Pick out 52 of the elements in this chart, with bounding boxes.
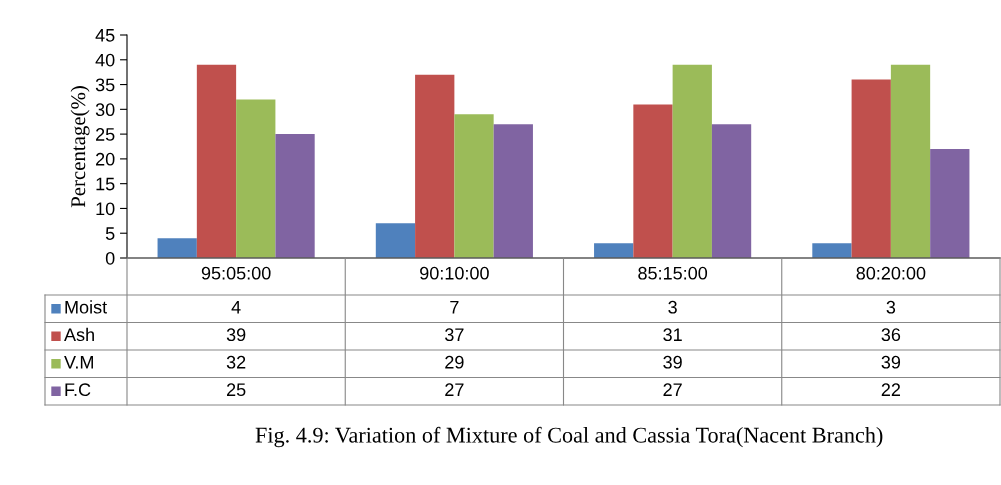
x-tick-label: 85:15:00: [638, 266, 708, 280]
bar: [851, 79, 891, 258]
bar: [711, 124, 752, 258]
bar: [236, 99, 276, 258]
data-label: 37: [445, 328, 464, 342]
y-axis-title: Percentage(%): [70, 86, 90, 208]
bar: [196, 64, 237, 258]
legend-label: Moist: [65, 300, 107, 314]
data-label: 25: [226, 383, 246, 397]
x-tick-label: 95:05:00: [201, 266, 271, 280]
y-tick-label: 45: [95, 29, 115, 42]
bar: [890, 64, 931, 258]
caption: Fig. 4.9: Variation of Mixture of Coal and Cassia Tora(Nacent Branch): [255, 426, 883, 448]
y-tick-label: 5: [105, 227, 115, 240]
bar: [493, 124, 533, 258]
bar: [812, 243, 852, 258]
bar: [375, 223, 416, 258]
bar: [415, 74, 455, 258]
data-label: 22: [881, 383, 901, 396]
data-label: 31: [663, 328, 682, 342]
bar: [594, 243, 634, 258]
y-tick-label: 15: [96, 177, 115, 191]
data-label: 36: [881, 328, 901, 342]
bar: [672, 64, 712, 258]
data-label: 27: [445, 383, 464, 396]
data-label: 7: [450, 301, 459, 314]
data-label: 29: [445, 355, 464, 369]
data-label: 32: [226, 355, 246, 369]
x-tick-label: 80:20:00: [856, 266, 926, 280]
y-tick-label: 0: [105, 251, 115, 265]
data-label: 39: [881, 355, 901, 369]
legend-label: F.C: [65, 383, 91, 397]
legend-label: Ash: [64, 327, 94, 342]
data-label: 39: [663, 355, 682, 369]
data-label: 39: [226, 328, 246, 342]
y-tick-label: 40: [95, 53, 115, 67]
y-tick-label: 35: [95, 78, 115, 92]
bar: [454, 114, 494, 258]
data-label: 4: [231, 301, 241, 314]
y-tick-label: 20: [96, 152, 115, 166]
data-label: 3: [668, 300, 677, 314]
bar: [157, 238, 197, 258]
y-tick-label: 30: [95, 103, 115, 117]
y-tick-label: 10: [96, 202, 115, 216]
legend-label: V.M: [64, 356, 93, 369]
x-tick-label: 90:10:00: [420, 266, 489, 280]
bar: [633, 104, 673, 258]
bar: [930, 148, 970, 258]
bar: [275, 134, 315, 258]
data-label: 3: [886, 300, 896, 314]
data-label: 27: [663, 383, 682, 396]
y-tick-label: 25: [96, 128, 115, 141]
